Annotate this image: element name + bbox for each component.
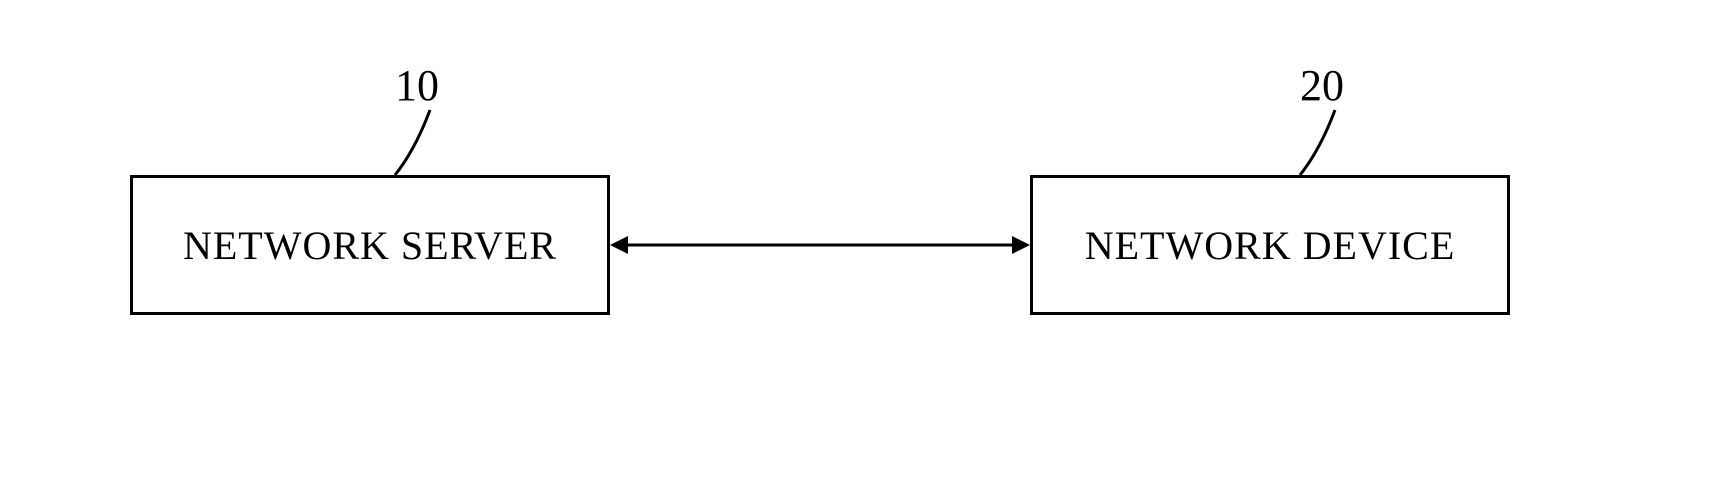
device-ref-label: 20 <box>1300 60 1344 111</box>
server-leader-line <box>395 110 430 175</box>
arrowhead-left-icon <box>610 236 628 254</box>
network-device-text: NETWORK DEVICE <box>1085 222 1456 269</box>
server-ref-label: 10 <box>395 60 439 111</box>
device-leader-line <box>1300 110 1335 175</box>
network-device-box: NETWORK DEVICE <box>1030 175 1510 315</box>
network-server-box: NETWORK SERVER <box>130 175 610 315</box>
diagram-canvas: NETWORK SERVER NETWORK DEVICE 10 20 <box>0 0 1713 500</box>
arrowhead-right-icon <box>1012 236 1030 254</box>
network-server-text: NETWORK SERVER <box>183 222 557 269</box>
